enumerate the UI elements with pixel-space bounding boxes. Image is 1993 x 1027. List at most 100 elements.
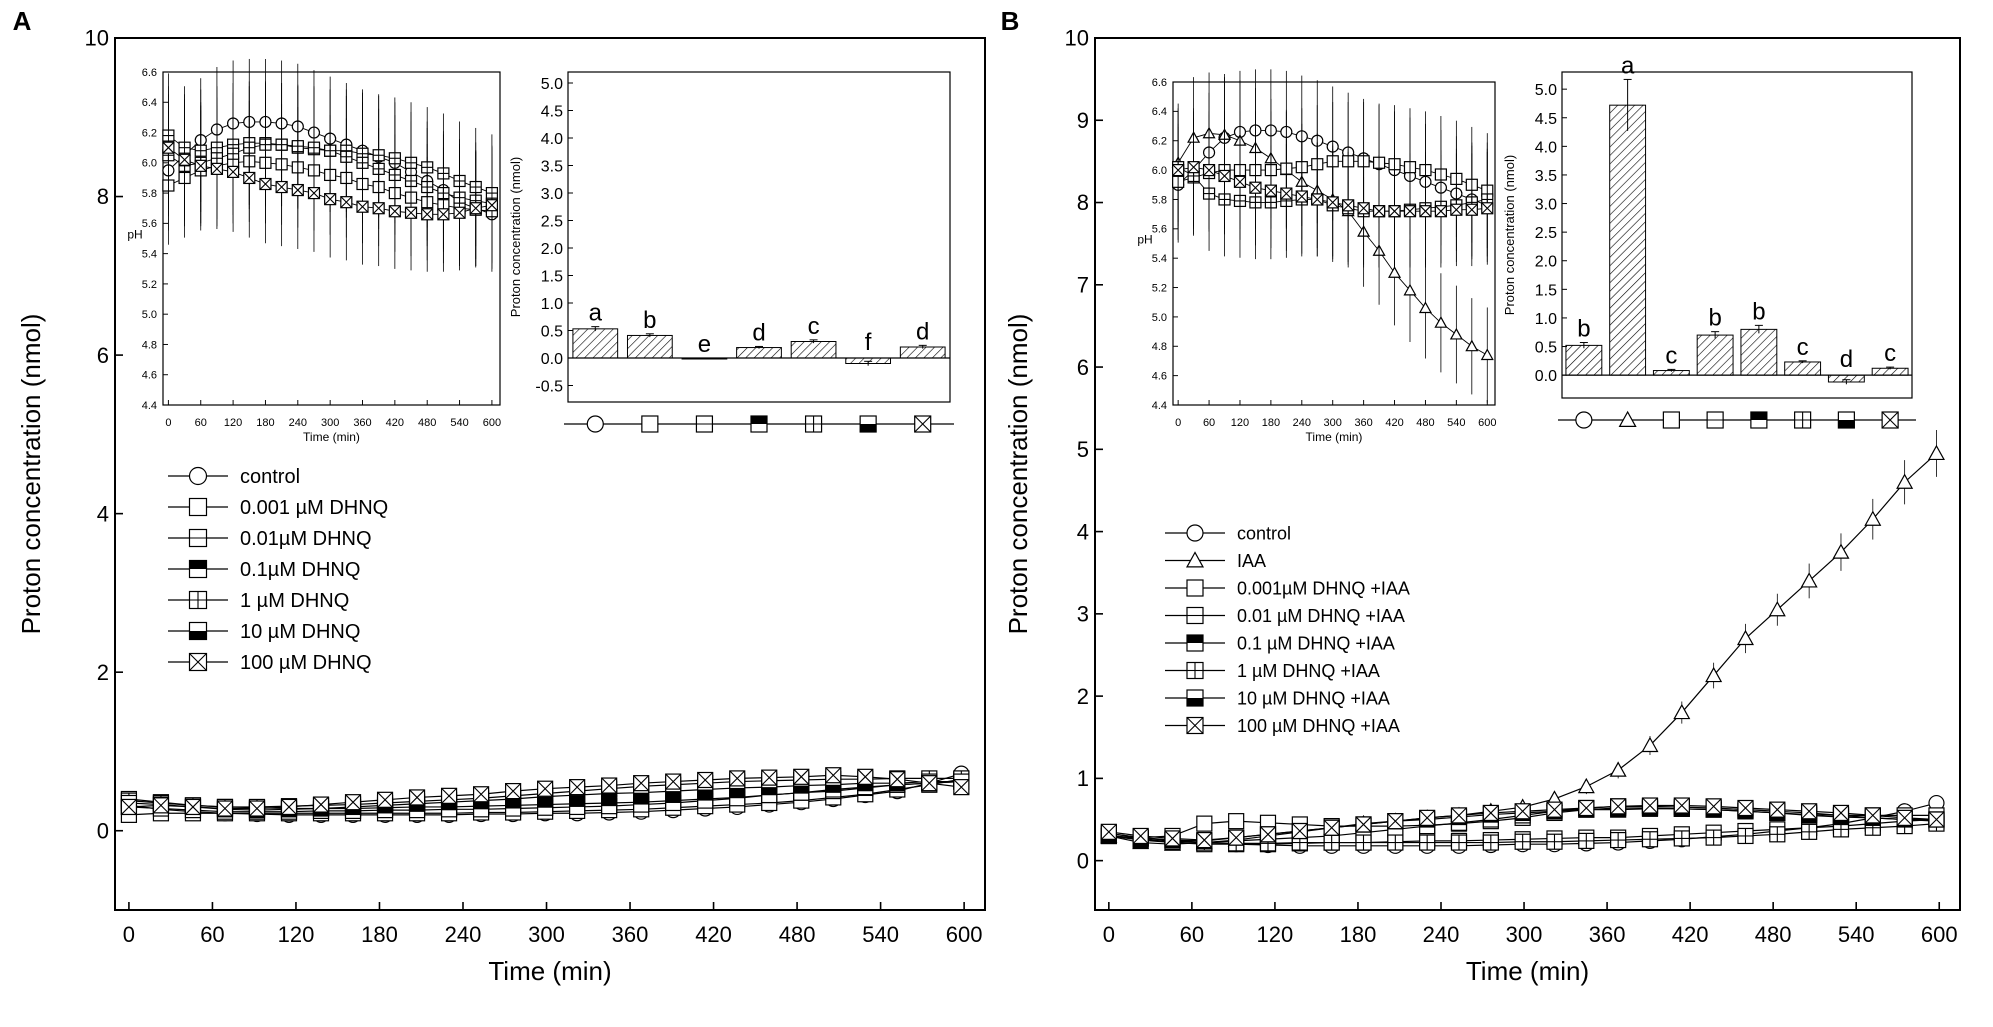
data-point: [537, 780, 554, 797]
data-point: [1800, 572, 1818, 588]
bar: [572, 328, 619, 359]
marker-xline: [1355, 816, 1372, 833]
marker-triangle: [1832, 543, 1850, 559]
y-tick-label: 2.0: [1535, 254, 1557, 271]
marker-xline: [569, 779, 586, 796]
marker-xline: [1326, 196, 1339, 209]
y-tick-label: 4.6: [1152, 370, 1167, 382]
marker-xline: [1514, 803, 1531, 820]
data-point: [1403, 283, 1417, 296]
y-tick-label: 5.0: [541, 76, 563, 93]
marker-xline: [1234, 175, 1246, 188]
legend-label: 0.01 µM DHNQ +IAA: [1237, 606, 1405, 626]
data-point: [340, 196, 353, 209]
data-point: [1259, 826, 1277, 843]
marker-xline: [1388, 205, 1401, 218]
data-point: [1419, 205, 1432, 218]
marker-xline: [194, 159, 207, 172]
data-point: [921, 775, 938, 792]
bar-letter: b: [643, 307, 656, 334]
data-point: [243, 171, 256, 185]
marker-xline: [953, 779, 970, 796]
y-tick-label: 1.5: [541, 269, 563, 286]
data-point: [1434, 205, 1448, 218]
marker-triangle: [1185, 551, 1205, 568]
marker-xline: [189, 653, 207, 671]
data-point: [1172, 163, 1185, 177]
x-tick-label: 600: [1921, 922, 1958, 947]
legend-label: control: [240, 466, 300, 488]
category-marker: [1794, 411, 1812, 429]
data-point: [1465, 339, 1479, 352]
data-point: [1928, 811, 1945, 828]
x-tick-label: 60: [195, 417, 207, 429]
x-tick-label: 420: [1672, 922, 1709, 947]
data-point: [162, 141, 175, 154]
data-point: [226, 165, 240, 178]
marker-fill: [825, 784, 841, 793]
legend-label: 0.1 µM DHNQ +IAA: [1237, 633, 1395, 653]
marker-xline: [345, 794, 361, 811]
x-tick-label: 360: [353, 417, 371, 429]
y-tick-label: 5.8: [142, 188, 157, 200]
marker-fill: [345, 806, 361, 815]
legend-marker: [188, 528, 208, 548]
marker-xline: [1465, 203, 1478, 216]
y-axis-label: pH: [1137, 233, 1152, 247]
data-point: [1641, 736, 1659, 753]
y-tick-label: 1.0: [1535, 311, 1557, 328]
data-point: [1705, 829, 1722, 846]
marker-xline: [486, 199, 498, 212]
marker-fill: [729, 787, 745, 796]
y-tick-label: 0.0: [541, 351, 563, 368]
x-axis-label: Time (min): [303, 430, 360, 444]
data-point: [1228, 813, 1245, 830]
marker-triangle: [1768, 601, 1786, 617]
x-tick-label: 180: [361, 922, 398, 947]
data-point: [178, 153, 191, 166]
category-marker: [804, 415, 823, 433]
data-point: [280, 798, 298, 816]
y-axis-label: Proton concentration (nmol): [1003, 314, 1033, 635]
bar-inset: -0.5 0.0 0.5 1.0 1.5 2.0 2.5 3.0 3.5 4.0 4.5 5.0 Pro…: [508, 71, 954, 433]
data-point: [1323, 819, 1340, 836]
marker-fill: [697, 789, 713, 798]
data-point: [761, 769, 778, 786]
legend-marker: [188, 652, 208, 672]
data-point: [1705, 666, 1723, 683]
data-point: [275, 180, 288, 194]
marker-xline: [1100, 823, 1117, 840]
category-marker: [586, 415, 604, 433]
category-marker: [641, 415, 659, 433]
data-point: [1418, 301, 1432, 314]
data-point: [1482, 804, 1499, 822]
marker-xline: [1164, 830, 1181, 847]
marker-xline: [1705, 798, 1722, 815]
marker-xline: [825, 767, 842, 784]
x-tick-label: 540: [1447, 417, 1465, 429]
data-point: [1673, 830, 1690, 847]
x-tick-label: 300: [1506, 922, 1543, 947]
marker-triangle: [1480, 348, 1494, 361]
legend-label: IAA: [1237, 551, 1266, 571]
marker-xline: [372, 202, 385, 215]
legend: control IAA 0.001µM DHNQ +IAA 0.01 µM DHNQ …: [1165, 523, 1410, 736]
marker-xline: [1801, 803, 1818, 820]
data-point: [1480, 348, 1494, 361]
data-point: [1832, 821, 1850, 838]
marker-xline: [1291, 823, 1308, 839]
data-point: [1132, 827, 1149, 845]
y-tick-label: 3.0: [1535, 197, 1557, 214]
bar-letter: b: [1577, 316, 1590, 343]
marker-triangle: [1403, 283, 1417, 296]
marker-xline: [1881, 411, 1899, 429]
y-tick-label: 5.4: [142, 248, 157, 260]
category-marker: [1575, 411, 1593, 429]
legend-marker: [188, 621, 208, 641]
y-tick-label: 4.8: [142, 339, 157, 351]
y-tick-label: 6.6: [142, 67, 157, 79]
marker-xline: [1260, 826, 1276, 843]
y-tick-label: 4: [97, 501, 109, 526]
marker-xline: [1482, 805, 1499, 821]
data-point: [1482, 834, 1499, 851]
